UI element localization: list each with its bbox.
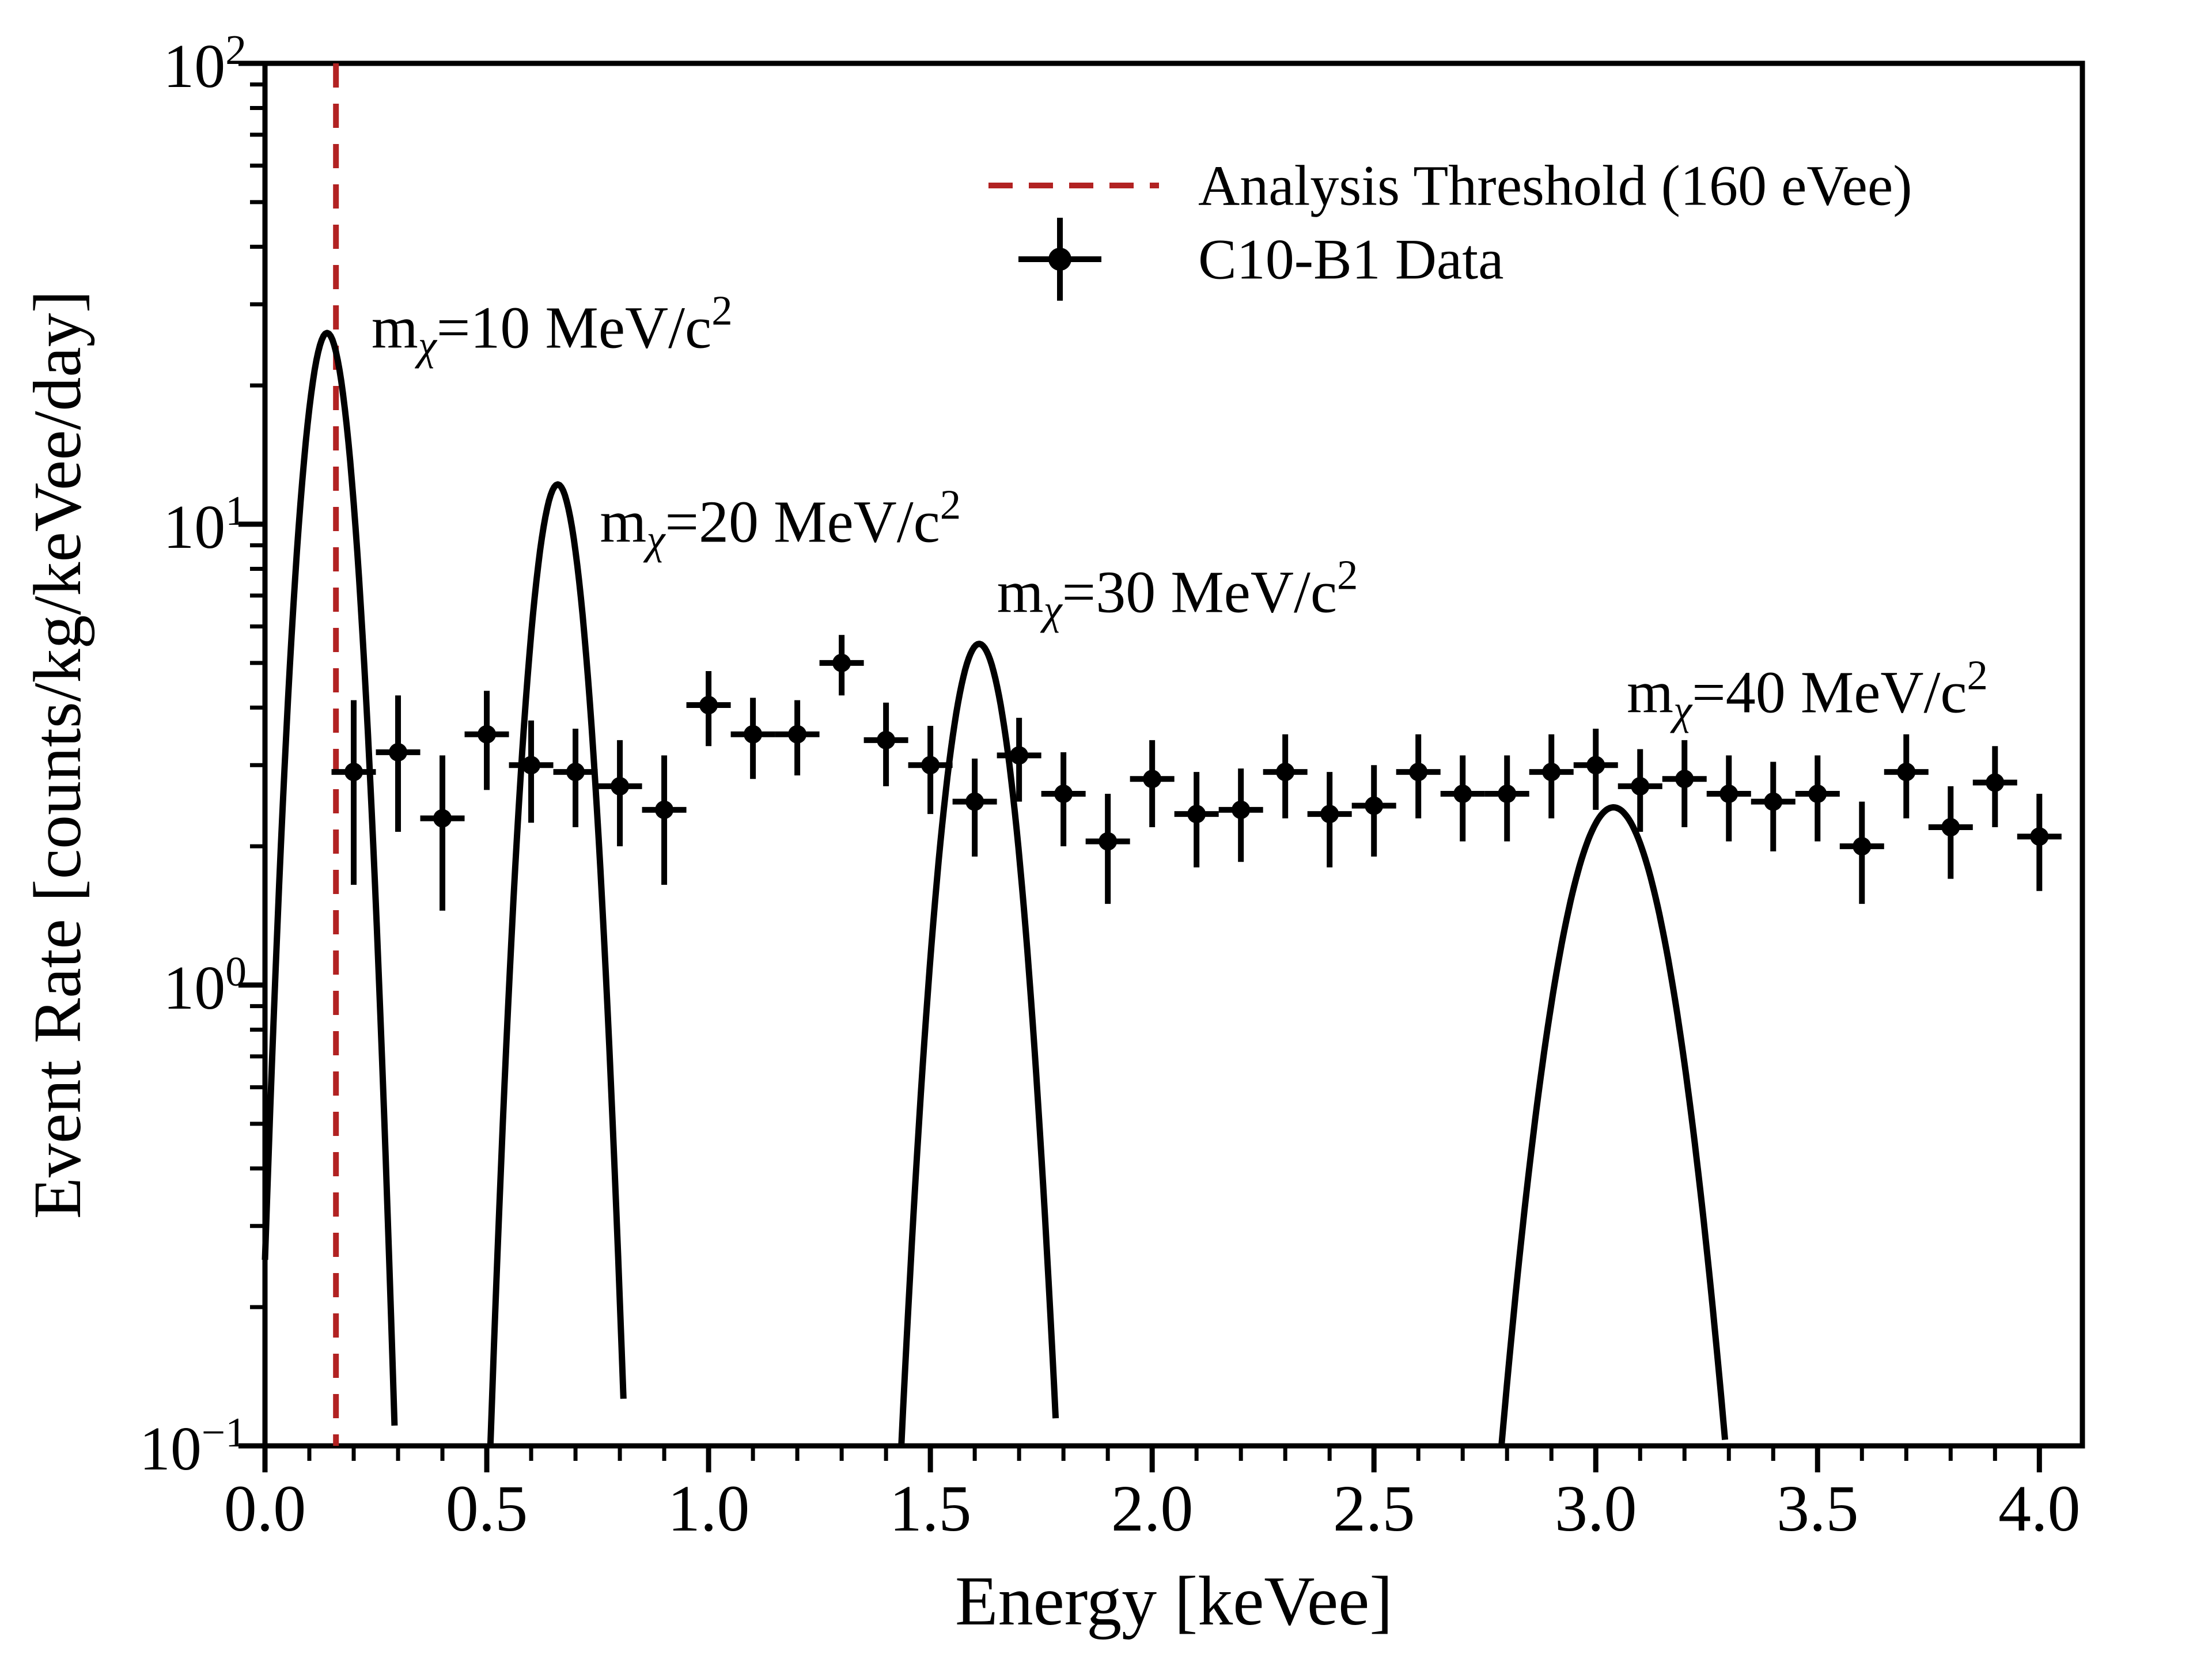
x-tick-label: 1.5 — [889, 1472, 972, 1545]
data-point-marker — [1542, 763, 1561, 782]
data-point-marker — [744, 725, 763, 744]
annotation-subscript: χ — [1043, 586, 1062, 633]
signal-curve-mchi-20-MeV — [487, 481, 627, 1446]
data-point-marker — [1897, 763, 1916, 782]
x-tick-label: 2.5 — [1332, 1472, 1415, 1545]
legend-label-data: C10-B1 Data — [1198, 227, 1504, 291]
data-point-marker — [1764, 792, 1783, 811]
x-tick-label: 0.5 — [445, 1472, 528, 1545]
y-tick-label: 100 — [163, 948, 247, 1023]
data-point-marker — [1276, 763, 1295, 782]
data-point-marker — [1498, 785, 1517, 804]
data-point-marker — [1187, 805, 1206, 824]
data-point-marker — [1010, 746, 1029, 765]
data-point-marker — [1719, 785, 1738, 804]
annotation-text: m — [371, 294, 418, 361]
data-point-marker — [832, 653, 851, 672]
x-tick-label: 0.0 — [224, 1472, 306, 1545]
annotation-superscript: 2 — [1337, 551, 1358, 599]
data-point-marker — [522, 756, 541, 775]
x-tick-label: 4.0 — [1998, 1472, 2081, 1545]
annotation-superscript: 2 — [1967, 652, 1988, 699]
annotation-subscript: χ — [418, 321, 437, 369]
data-point-marker — [1365, 796, 1384, 815]
data-point-marker — [965, 792, 984, 811]
annotation-text: =40 MeV/c — [1692, 659, 1967, 726]
data-point-marker — [655, 800, 674, 819]
annotation-text: =30 MeV/c — [1062, 559, 1337, 626]
data-point-marker — [1143, 770, 1162, 789]
data-point-marker — [1054, 785, 1073, 804]
signal-curve-mchi-40-MeV — [1498, 804, 1729, 1446]
legend-label-threshold: Analysis Threshold (160 eVee) — [1198, 153, 1912, 218]
y-tick-label: 101 — [163, 487, 247, 562]
annotation-superscript: 2 — [711, 287, 733, 334]
annotation-text: m — [600, 488, 647, 555]
annotation-subscript: χ — [1673, 687, 1692, 734]
data-point-marker — [1941, 818, 1960, 837]
x-tick-label: 3.0 — [1554, 1472, 1637, 1545]
signal-curve-mchi-10-MeV — [262, 329, 398, 1426]
annotation-text: =20 MeV/c — [665, 488, 940, 555]
data-point-marker — [1099, 832, 1118, 851]
annotation-superscript: 2 — [940, 480, 961, 528]
annotation-text: m — [1627, 659, 1674, 726]
data-point-marker — [1675, 770, 1694, 789]
data-point-marker — [1586, 756, 1605, 775]
y-axis-label: Event Rate [counts/kg/keVee/day] — [20, 290, 95, 1219]
data-point-marker — [1631, 777, 1650, 796]
data-point-marker — [1986, 773, 2005, 792]
data-point-marker — [433, 809, 452, 828]
data-point-marker — [921, 756, 940, 775]
data-point-marker — [788, 725, 807, 744]
data-point-marker — [1232, 800, 1251, 819]
signal-curve-mchi-30-MeV — [898, 641, 1059, 1446]
y-tick-label: 102 — [163, 26, 247, 101]
x-tick-label: 2.0 — [1111, 1472, 1194, 1545]
axes-frame — [262, 60, 2085, 1449]
data-point-marker — [1853, 837, 1872, 856]
data-point-marker — [1409, 763, 1428, 782]
data-point-marker — [877, 730, 896, 749]
annotation-text: =10 MeV/c — [436, 294, 712, 361]
y-tick-label: 10−1 — [139, 1408, 247, 1484]
data-point-marker — [699, 696, 718, 715]
data-point-marker — [389, 743, 408, 762]
x-axis-label: Energy [keVee] — [955, 1562, 1393, 1640]
annotation-mchi-10: mχ=10 MeV/c2 — [372, 290, 733, 366]
data-point-marker — [344, 763, 363, 782]
data-point-marker — [478, 725, 497, 744]
annotation-subscript: χ — [646, 516, 665, 563]
data-point-marker — [566, 763, 585, 782]
x-tick-label: 1.0 — [667, 1472, 750, 1545]
data-point-marker — [2030, 827, 2049, 846]
data-point-marker — [1453, 785, 1472, 804]
data-point-marker — [1808, 785, 1827, 804]
legend-marker-sample — [1048, 248, 1071, 271]
annotation-mchi-40: mχ=40 MeV/c2 — [1627, 652, 1988, 734]
annotation-text: m — [997, 559, 1044, 626]
annotation-mchi-30: mχ=30 MeV/c2 — [997, 554, 1358, 631]
data-point-marker — [611, 777, 630, 796]
data-point-marker — [1320, 805, 1339, 824]
annotation-mchi-20: mχ=20 MeV/c2 — [600, 480, 961, 563]
x-tick-label: 3.5 — [1777, 1472, 1859, 1545]
